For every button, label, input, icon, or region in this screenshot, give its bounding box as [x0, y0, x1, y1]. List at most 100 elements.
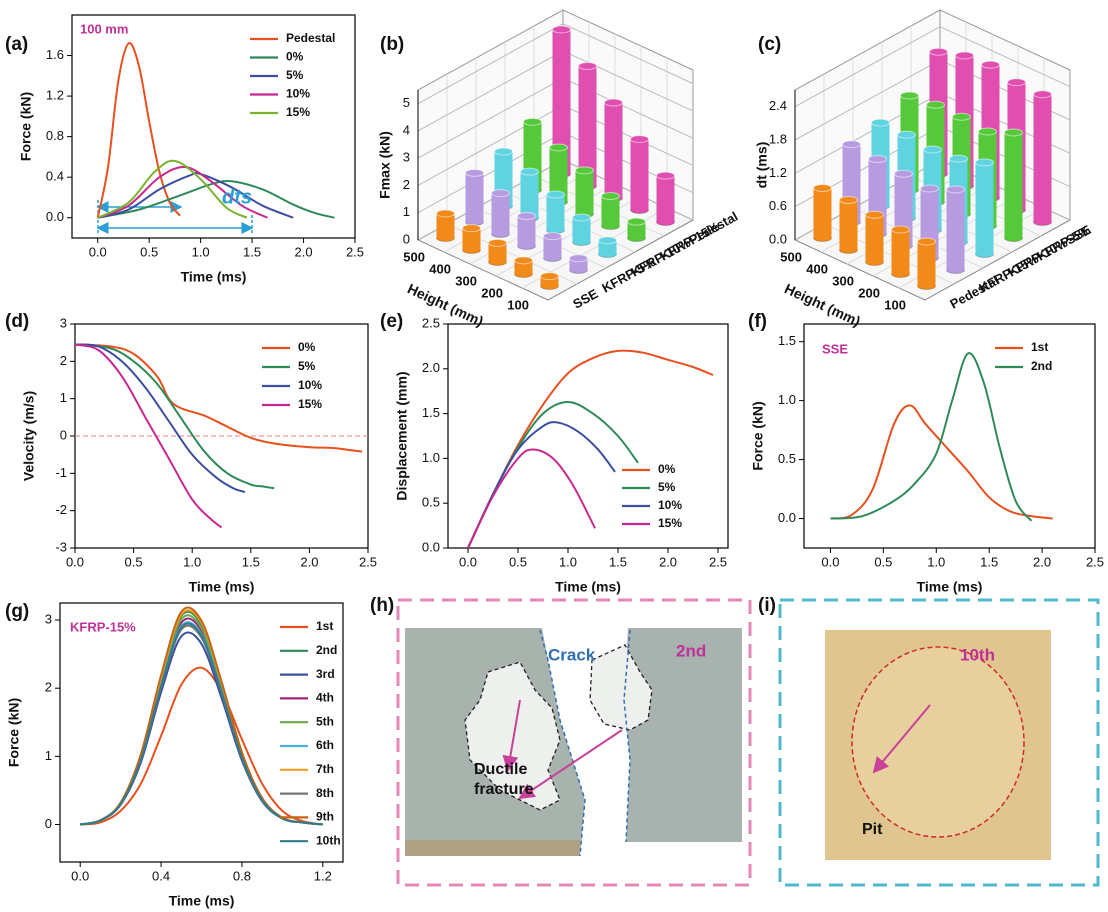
y-tick-label: 1.0 [778, 392, 796, 407]
x-tick-label: 2.0 [659, 554, 677, 569]
bar [546, 194, 565, 230]
y-tick-label: 1 [45, 748, 52, 763]
legend-label: 9th [316, 810, 334, 824]
category-label: 500 [780, 249, 802, 264]
data-line [467, 400, 639, 549]
x-tick-label: 2.0 [300, 554, 318, 569]
x-tick-label: 1.0 [183, 554, 201, 569]
photo-i: (i) 10th Pit [758, 595, 1100, 887]
z-tick-label: 4 [403, 122, 410, 137]
y-tick-label: 0.0 [778, 510, 796, 525]
pit-label: Pit [862, 821, 883, 838]
bar-top [813, 184, 832, 192]
bar-top [978, 127, 997, 136]
x-tick-label: 2.5 [346, 244, 364, 259]
plot-frame [447, 323, 729, 549]
bar-top [462, 224, 481, 233]
y-tick-label: 0 [45, 816, 52, 831]
y-tick-label: 2.5 [422, 315, 440, 330]
data-line [74, 343, 363, 453]
panel-label: (d) [5, 311, 29, 332]
y-axis-label: Displacement (mm) [394, 371, 410, 500]
y-tick-label: 2 [60, 353, 67, 368]
bar [604, 102, 623, 198]
bar [1004, 132, 1023, 238]
x-tick-label: 0.5 [140, 244, 158, 259]
y-tick-label: 3 [45, 611, 52, 626]
category-label: 300 [832, 273, 854, 288]
data-line [97, 159, 248, 219]
y-axis-label: Force (kN) [6, 698, 22, 767]
bar [488, 242, 507, 262]
y-tick-label: 0.8 [46, 128, 64, 143]
legend-label: Pedestal [286, 31, 335, 45]
bar-top [436, 209, 455, 218]
x-tick-label: 1.0 [192, 244, 210, 259]
series-label: SSE [570, 286, 600, 312]
bar [627, 221, 646, 238]
y-tick-label: 2 [45, 680, 52, 695]
y-tick-label: 3 [60, 315, 67, 330]
annotation: dts [222, 186, 252, 208]
bar-top [923, 145, 942, 154]
y-tick-label: 1 [60, 390, 67, 405]
y-tick-label: 0.0 [422, 539, 440, 554]
category-label: 200 [481, 285, 503, 300]
bar [436, 213, 455, 238]
bar [1033, 94, 1052, 222]
x-tick-label: 0.5 [509, 554, 527, 569]
y-tick-label: 1.5 [422, 405, 440, 420]
bar-top [900, 91, 919, 100]
x-tick-label: 0.0 [821, 554, 839, 569]
z-tick-label: 2.4 [769, 98, 787, 113]
plot-frame [803, 323, 1096, 549]
bar-top [546, 190, 565, 199]
legend-label: 10th [316, 833, 341, 847]
bar [569, 258, 588, 270]
bar-top [955, 51, 974, 60]
bar-top [926, 100, 945, 109]
category-label: 300 [455, 273, 477, 288]
x-tick-label: 1.5 [980, 554, 998, 569]
legend-label: 10% [298, 378, 322, 392]
data-line [96, 42, 181, 218]
bar-top [868, 155, 887, 163]
bar-top [520, 167, 539, 176]
y-tick-label: 0.0 [46, 209, 64, 224]
bar-top [494, 147, 513, 156]
bar-top [1004, 128, 1023, 137]
bar-top [1007, 78, 1026, 87]
category-label: 100 [507, 297, 529, 312]
bar [549, 147, 568, 202]
bar [517, 216, 536, 246]
legend-label: 0% [658, 462, 676, 476]
x-tick-label: 2.5 [359, 554, 377, 569]
legend-label: 7th [316, 762, 334, 776]
data-line [74, 343, 246, 493]
panel-label: (a) [5, 34, 28, 55]
bar-top [543, 232, 562, 241]
x-tick-label: 0.5 [874, 554, 892, 569]
bar-top [891, 225, 910, 234]
legend-label: 1st [316, 619, 333, 633]
data-line [74, 343, 223, 529]
bar-top [552, 25, 571, 34]
grid-line [417, 23, 694, 105]
bar-top [488, 238, 507, 247]
bar-top [523, 117, 542, 126]
bar-top [465, 168, 484, 177]
x-axis-label: Time (ms) [555, 579, 621, 595]
bar-top [842, 140, 861, 149]
legend-label: 2nd [316, 643, 337, 657]
x-tick-label: 1.2 [314, 868, 332, 883]
bar-top [569, 254, 588, 263]
plot-frame [71, 14, 356, 239]
x-axis-label: Time (ms) [169, 893, 235, 909]
x-tick-label: 0.5 [125, 554, 143, 569]
bar [575, 170, 594, 214]
bar [813, 188, 832, 238]
panel-label: (b) [380, 34, 404, 55]
x-tick-label: 2.5 [709, 554, 727, 569]
panel-label: (i) [758, 595, 776, 616]
x-axis-label: Time (ms) [189, 579, 255, 595]
